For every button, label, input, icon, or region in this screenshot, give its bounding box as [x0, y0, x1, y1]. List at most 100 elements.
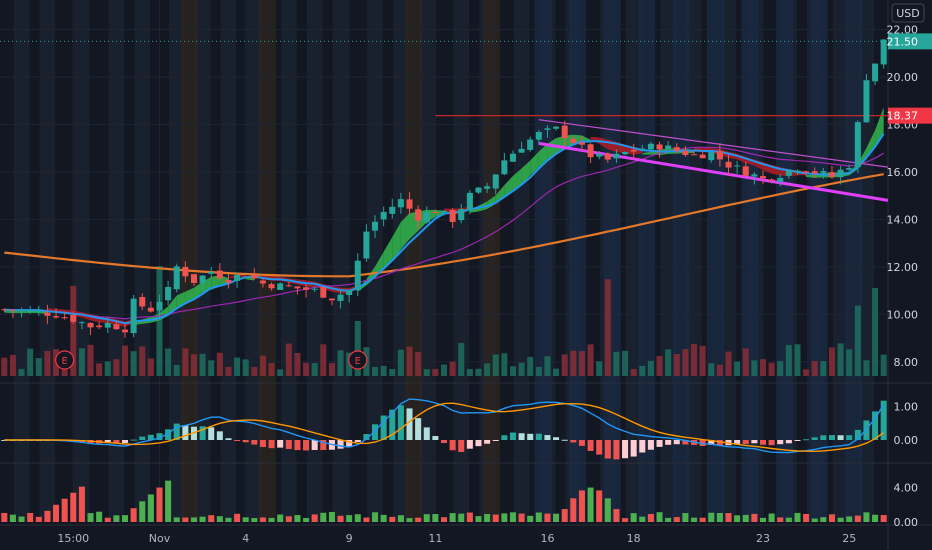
volume-panel-bar [751, 513, 758, 522]
macd-histogram-bar [466, 440, 473, 449]
macd-histogram-bar [699, 440, 706, 446]
macd-histogram-bar [820, 435, 827, 440]
volume-bar [458, 343, 465, 376]
candle-body [87, 322, 94, 328]
volume-bar [734, 361, 741, 376]
volume-bar [682, 349, 689, 376]
blue-session-band [775, 0, 785, 522]
candle-body [509, 153, 516, 162]
candle-body [734, 165, 741, 167]
volume-bar [173, 364, 180, 376]
candle-body [285, 285, 292, 287]
candle-body [466, 192, 473, 211]
candle-body [458, 209, 465, 221]
candle-body [294, 286, 301, 289]
blue-session-band [819, 0, 828, 522]
volume-panel-bar [225, 517, 232, 522]
volume-bar [380, 365, 387, 376]
candle-body [699, 154, 706, 159]
volume-panel-bar [639, 516, 646, 522]
volume-panel-bar [596, 490, 603, 522]
macd-histogram-bar [811, 437, 818, 440]
volume-bar [811, 361, 818, 376]
time-tick-label: 18 [627, 532, 641, 545]
macd-histogram-bar [216, 431, 223, 440]
candle-body [501, 160, 508, 175]
volume-bar [630, 369, 637, 376]
candle-body [208, 271, 215, 274]
volume-panel-bar [277, 514, 284, 522]
macd-histogram-bar [225, 438, 232, 440]
macd-histogram-bar [570, 440, 577, 443]
volume-panel-bar [406, 518, 413, 522]
volume-bar [596, 361, 603, 376]
macd-histogram-bar [656, 440, 663, 447]
candle-body [596, 153, 603, 157]
sma-200-line [4, 173, 884, 278]
macd-histogram-bar [458, 440, 465, 452]
volume-bar [354, 321, 361, 376]
macd-histogram-bar [432, 435, 439, 440]
candle-body [742, 166, 749, 176]
time-tick-label: 4 [242, 532, 249, 545]
session-stripe [832, 0, 849, 522]
volume-panel-bar [553, 513, 560, 522]
sma-50-line [4, 146, 885, 320]
volume-bar [44, 350, 51, 376]
candle-body [61, 317, 68, 319]
volume-bar [673, 354, 680, 376]
volume-bar [699, 345, 706, 376]
candle-body [18, 309, 25, 312]
volume-bar [423, 369, 430, 376]
macd-histogram-bar [113, 440, 120, 444]
volume-panel-bar [544, 513, 551, 522]
volume-panel-bar [242, 517, 249, 522]
volume-bar [346, 352, 353, 376]
candle-body [768, 179, 775, 181]
macd-histogram-bar [794, 440, 801, 441]
volume-bar [285, 343, 292, 376]
ribbon-up-segment [521, 160, 531, 185]
volume-panel-bar [820, 517, 827, 522]
volume-bar [277, 369, 284, 376]
session-stripe [194, 0, 211, 522]
macd-histogram-bar [449, 440, 456, 451]
volume-bar [535, 366, 542, 376]
volume-panel-bar [121, 515, 129, 522]
volume-tick-label: 0.00 [894, 516, 919, 529]
candle-body [251, 275, 258, 279]
candle-body [656, 144, 663, 150]
volume-bar [104, 361, 111, 376]
candle-body [1, 309, 8, 311]
candle-body [440, 210, 448, 213]
macd-histogram-bar [234, 440, 241, 441]
volume-panel-bar [440, 517, 448, 522]
volume-panel-bar [35, 516, 42, 522]
volume-bar [35, 358, 42, 376]
volume-bar [708, 363, 715, 376]
macd-histogram-bar [880, 400, 887, 440]
candle-body [647, 143, 654, 150]
volume-panel-bar [570, 498, 577, 522]
candle-body [234, 274, 241, 281]
volume-panel-bar [665, 517, 672, 522]
macd-histogram-bar [320, 440, 327, 451]
macd-histogram-bar [104, 440, 111, 444]
session-stripe [13, 0, 30, 522]
volume-bar [96, 363, 103, 376]
blue-session-band [646, 0, 656, 522]
macd-line [4, 398, 885, 454]
candle-body [423, 212, 430, 223]
candle-body [622, 151, 629, 155]
price-tick-label: 8.00 [894, 356, 919, 369]
current-price-badge [888, 33, 932, 50]
volume-panel-bar [475, 516, 482, 522]
blue-session-band [715, 0, 725, 522]
macd-histogram-bar [303, 440, 310, 451]
volume-panel-bar [346, 515, 353, 522]
macd-histogram-bar [406, 408, 413, 440]
candle-body [570, 138, 577, 143]
candle-body [553, 126, 560, 129]
macd-histogram-bar [553, 437, 560, 440]
